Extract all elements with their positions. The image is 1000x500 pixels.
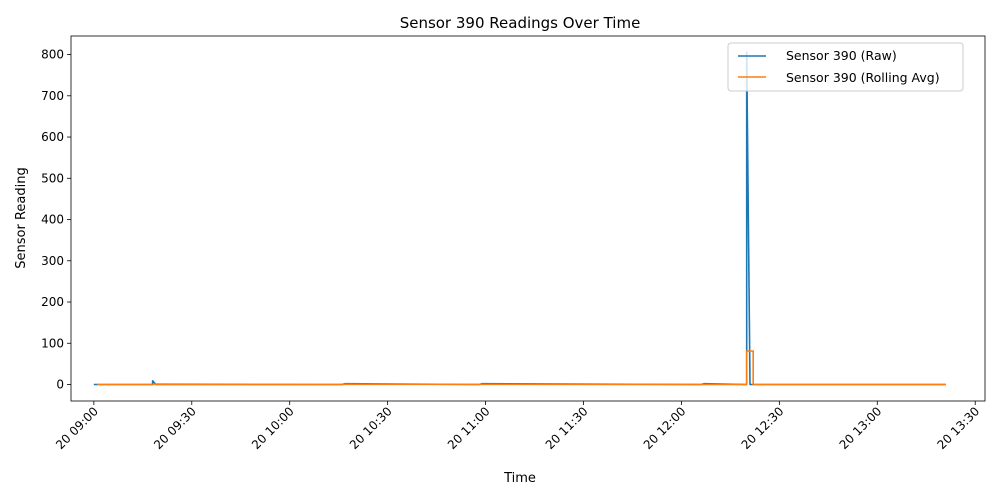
plot-frame — [70, 35, 986, 402]
x-tick-label: 20 11:30 — [543, 404, 591, 452]
x-tick-label: 20 09:30 — [151, 404, 199, 452]
legend-box — [727, 42, 964, 92]
y-tick-label: 500 — [41, 171, 64, 185]
chart-title: Sensor 390 Readings Over Time — [400, 14, 641, 32]
x-tick-label: 20 13:00 — [837, 404, 885, 452]
y-tick-label: 100 — [41, 336, 64, 350]
legend-label-raw: Sensor 390 (Raw) — [786, 48, 897, 63]
x-axis-label: Time — [503, 471, 536, 486]
legend-label-rolling-avg: Sensor 390 (Rolling Avg) — [786, 70, 940, 85]
x-tick-label: 20 13:30 — [934, 404, 982, 452]
y-tick-label: 600 — [41, 130, 64, 144]
x-tick-label: 20 12:00 — [641, 404, 689, 452]
y-tick-label: 0 — [56, 378, 64, 392]
series-layer — [93, 51, 946, 386]
series-line-rolling-avg — [97, 350, 946, 386]
x-tick-label: 20 10:30 — [347, 404, 395, 452]
y-tick-label: 200 — [41, 295, 64, 309]
legend: Sensor 390 (Raw) Sensor 390 (Rolling Avg… — [727, 42, 964, 92]
x-axis: 20 09:00 20 09:30 20 10:00 20 10:30 20 11:00… — [53, 401, 982, 452]
y-tick-label: 800 — [41, 48, 64, 62]
x-tick-label: 20 10:00 — [249, 404, 297, 452]
x-tick-label: 20 12:30 — [739, 404, 787, 452]
y-tick-label: 400 — [41, 213, 64, 227]
x-tick-label: 20 11:00 — [445, 404, 493, 452]
y-tick-label: 700 — [41, 89, 64, 103]
y-axis: 0 100 200 300 400 500 600 700 800 — [41, 48, 71, 392]
x-tick-label: 20 09:00 — [53, 404, 101, 452]
y-axis-label: Sensor Reading — [14, 167, 29, 268]
series-line-raw — [93, 51, 946, 386]
y-tick-label: 300 — [41, 254, 64, 268]
